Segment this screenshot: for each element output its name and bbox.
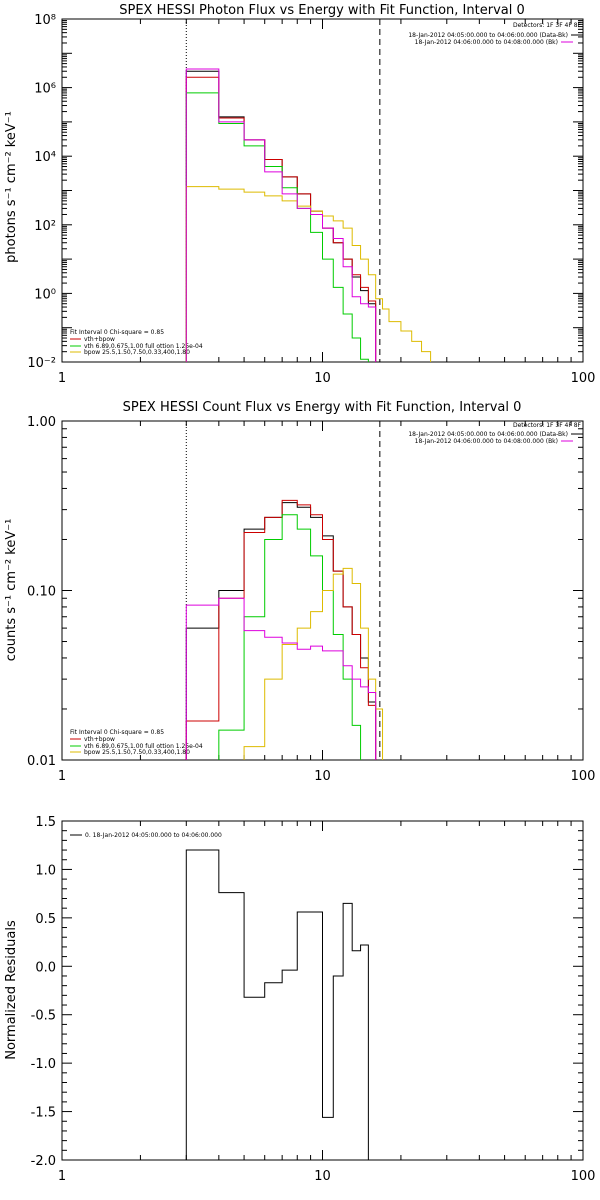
y-tick-label: -0.5 (31, 1009, 56, 1024)
photon-flux-panel: SPEX HESSI Photon Flux vs Energy with Fi… (4, 3, 583, 356)
x-tick-label: 1 (58, 371, 66, 386)
detectors-label: Detectors: 1F 3F 4F 8F (513, 422, 582, 429)
y-tick-label: -2.0 (31, 1154, 56, 1169)
y-tick-label: 1.0 (35, 863, 56, 878)
y-tick-label: 1.00 (27, 415, 56, 430)
chart-title: SPEX HESSI Photon Flux vs Energy with Fi… (119, 3, 525, 18)
legend-title: Fit Interval 0 Chi-square = 0.85 (70, 329, 164, 336)
y-tick-label: 10⁻² (27, 356, 56, 371)
y-tick-label: -1.5 (31, 1106, 56, 1121)
residuals-panel: Normalized Residuals 0. 18-Jan-2012 04:0… (4, 832, 222, 1060)
x-tick-label: 100 (571, 769, 596, 784)
legend-entry: vth 6.89,0.675,1.00 full ottion 1.25e-04 (84, 743, 203, 750)
legend-entry: vth+bpow (84, 336, 115, 343)
x-tick-label: 100 (571, 371, 596, 386)
series-vth-bpow (185, 76, 377, 362)
legend-entry: bpow 25.5,1.50,7.50,0.33,400,1.80 (84, 349, 190, 356)
legend-entry: bpow 25.5,1.50,7.50,0.33,400,1.80 (84, 749, 190, 756)
x-tick-label: 10 (314, 769, 331, 784)
legend-entry: 0. 18-Jan-2012 04:05:00.000 to 04:06:00.… (85, 832, 222, 839)
y-tick-label: 10⁰ (34, 287, 56, 302)
bk-interval-label: 18-Jan-2012 04:06:00.000 to 04:08:00.000… (415, 39, 558, 46)
series-data (185, 70, 377, 362)
y-tick-label: 0.5 (35, 912, 56, 927)
series-bk (185, 597, 377, 760)
series-bk (185, 68, 377, 362)
x-tick-label: 10 (314, 371, 331, 386)
y-tick-label: 0.10 (27, 585, 56, 600)
y-tick-label: 0.01 (27, 754, 56, 769)
y-tick-label: 0.0 (35, 960, 56, 975)
y-tick-label: -1.0 (31, 1057, 56, 1072)
data-interval-label: 18-Jan-2012 04:05:00.000 to 04:06:00.000… (408, 431, 568, 438)
y-axis-label: Normalized Residuals (4, 920, 19, 1060)
x-tick-label: 1 (58, 1169, 66, 1184)
series-residuals (185, 849, 369, 1160)
x-tick-label: 1 (58, 769, 66, 784)
y-axis-label: counts s⁻¹ cm⁻² keV⁻¹ (4, 519, 19, 662)
series-vth-bpow (185, 499, 377, 760)
chart-1: 1 10 100 0.01 0.10 1.00 (27, 415, 596, 784)
detectors-label: Detectors: 1F 3F 4F 8F (513, 22, 582, 29)
legend-entry: vth+bpow (84, 736, 115, 743)
y-tick-label: 10² (34, 219, 56, 234)
chart-0: 1 10 100 10⁻² 10⁰ 10² 10⁴ 10⁶ 10⁸ (27, 13, 595, 386)
y-tick-label: 10⁸ (34, 13, 56, 28)
bk-interval-label: 18-Jan-2012 04:06:00.000 to 04:08:00.000… (415, 438, 558, 445)
series-vth (185, 92, 377, 362)
x-tick-label: 100 (571, 1169, 596, 1184)
y-tick-label: 1.5 (35, 815, 56, 830)
y-tick-label: 10⁶ (34, 82, 56, 97)
chart-2: 1 10 100 1.5 1.0 0.5 0.0 -0.5 -1.0 -1.5 -2.0 (31, 815, 596, 1184)
x-tick-label: 10 (314, 1169, 331, 1184)
legend-title: Fit Interval 0 Chi-square = 0.85 (70, 729, 164, 736)
y-axis-label: photons s⁻¹ cm⁻² keV⁻¹ (4, 111, 19, 263)
legend-entry: vth 6.89,0.675,1.00 full ottion 1.25e-04 (84, 343, 203, 350)
count-flux-panel: SPEX HESSI Count Flux vs Energy with Fit… (4, 400, 583, 756)
plot-frame (61, 18, 584, 363)
y-tick-label: 10⁴ (34, 150, 56, 165)
chart-title: SPEX HESSI Count Flux vs Energy with Fit… (123, 400, 522, 415)
series-bpow (185, 567, 432, 760)
data-interval-label: 18-Jan-2012 04:05:00.000 to 04:06:00.000… (408, 32, 568, 39)
series-bpow (185, 186, 432, 362)
series-vth (185, 514, 377, 760)
